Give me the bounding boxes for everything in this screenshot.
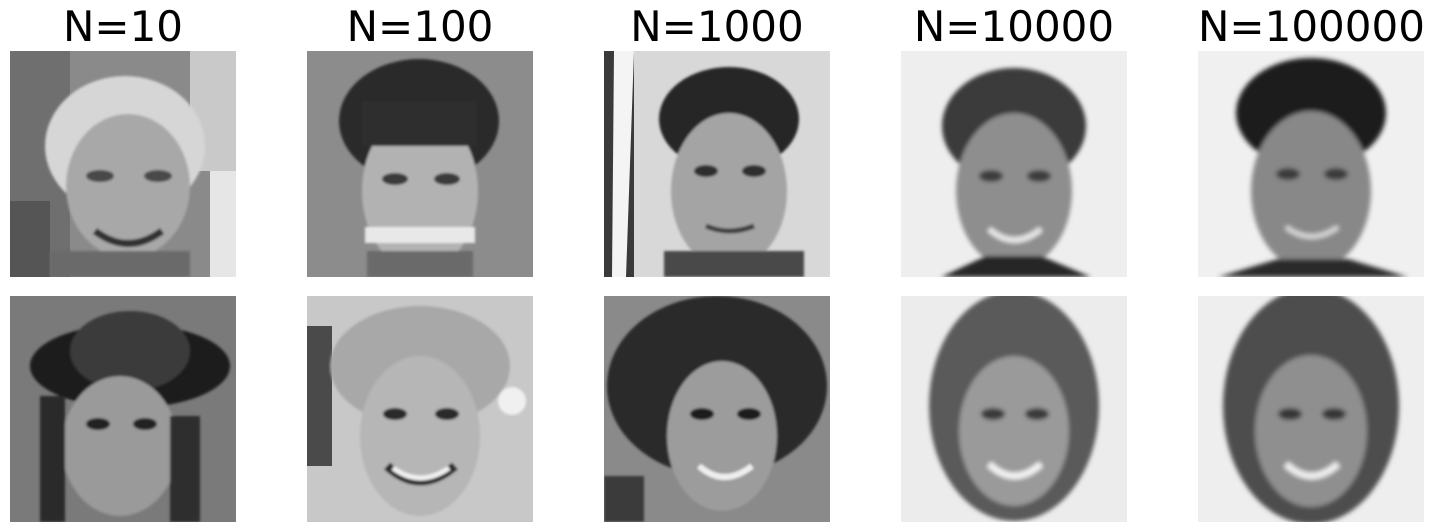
face-image-row2-n10 (10, 296, 236, 522)
column-title-n10: N=10 (62, 2, 184, 51)
face-image-row2-n100 (307, 296, 533, 522)
face-image-row1-n100000 (1198, 51, 1424, 277)
face-image-row1-n1000 (604, 51, 830, 277)
face-image-row2-n10000 (901, 296, 1127, 522)
column-title-n1000: N=1000 (630, 2, 804, 51)
face-image-row1-n10000 (901, 51, 1127, 277)
column-title-n100: N=100 (346, 2, 494, 51)
face-image-row1-n10 (10, 51, 236, 277)
face-image-row2-n1000 (604, 296, 830, 522)
column-title-n100000: N=100000 (1198, 2, 1425, 51)
face-image-row1-n100 (307, 51, 533, 277)
face-image-row2-n100000 (1198, 296, 1424, 522)
column-title-n10000: N=10000 (913, 2, 1115, 51)
